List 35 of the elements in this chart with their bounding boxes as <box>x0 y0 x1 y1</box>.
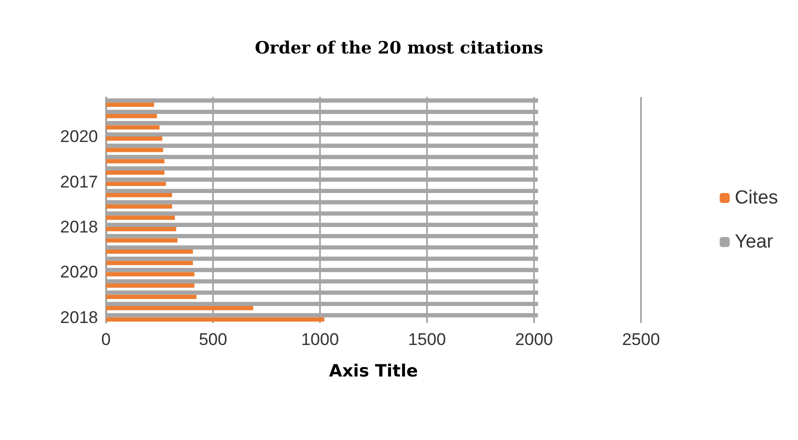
bar <box>106 193 172 198</box>
x-tick-label: 1500 <box>408 330 446 349</box>
legend-label: Cites <box>734 188 778 208</box>
bar <box>106 317 324 322</box>
bar <box>106 125 160 130</box>
y-tick-label: 2020 <box>60 262 98 282</box>
bar <box>106 294 197 299</box>
bar <box>106 170 164 175</box>
x-tick-label: 2000 <box>515 330 553 349</box>
y-tick-label: 2020 <box>60 127 98 146</box>
chart-title: Order of the 20 most citations <box>254 38 544 58</box>
y-tick-label: 2018 <box>60 308 98 327</box>
bar <box>106 272 194 276</box>
bar <box>106 238 178 242</box>
bar <box>106 204 172 209</box>
x-tick-label: 0 <box>101 330 111 349</box>
y-tick-label: 2018 <box>60 217 98 236</box>
bar <box>106 182 166 186</box>
bar <box>106 148 164 152</box>
bar <box>106 226 176 232</box>
bar <box>106 114 157 118</box>
bar <box>106 306 254 310</box>
bar <box>106 216 175 220</box>
bar <box>106 283 194 288</box>
bar <box>106 102 154 107</box>
bar <box>106 260 193 266</box>
x-tick-label: 500 <box>198 330 228 349</box>
bar <box>106 250 193 254</box>
x-tick-label: 1000 <box>301 330 339 349</box>
legend-label: Year <box>734 232 774 252</box>
y-tick-label: 2017 <box>60 172 98 192</box>
bar <box>106 136 162 141</box>
bar <box>106 159 164 164</box>
x-tick-label: 2500 <box>622 330 660 349</box>
x-axis-title: Axis Title <box>329 362 418 382</box>
